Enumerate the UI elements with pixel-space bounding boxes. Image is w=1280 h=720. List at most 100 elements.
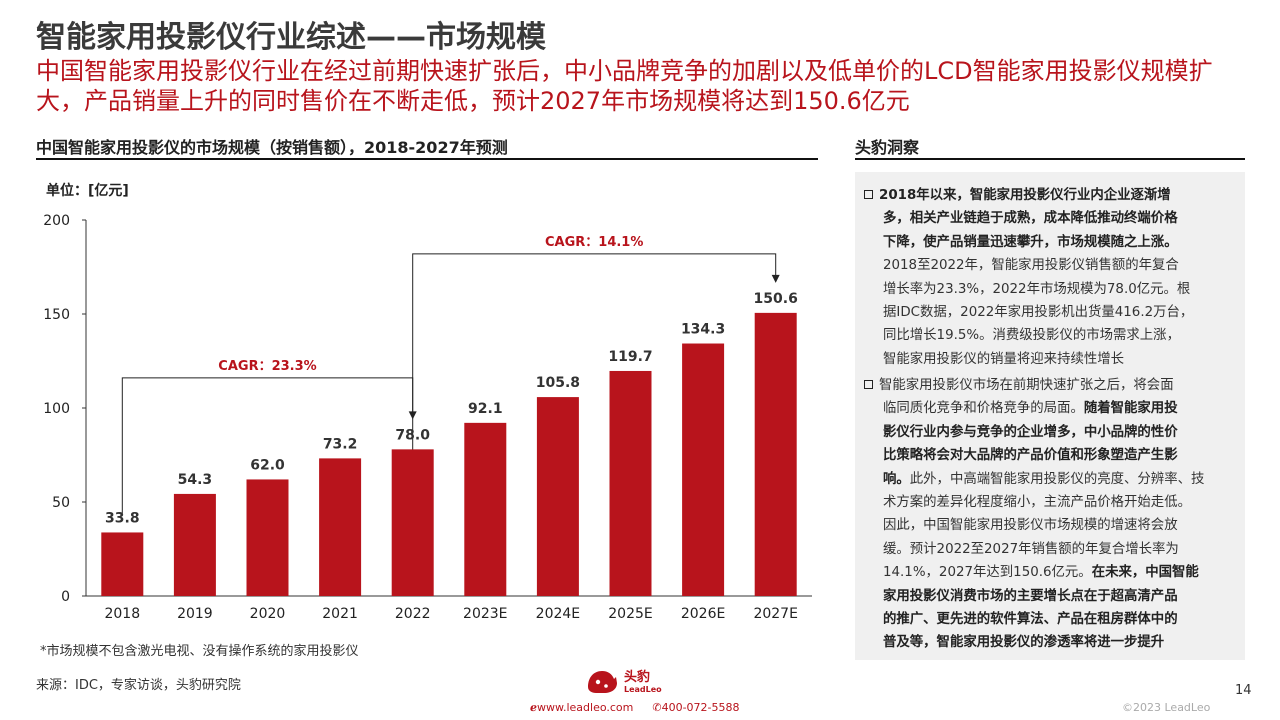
insight-paragraph-2-line: 普及等，智能家用投影仪的渗透率将进一步提升: [864, 631, 1235, 654]
x-tick-label: 2022: [395, 606, 431, 622]
y-tick-label: 200: [43, 213, 70, 229]
bar-value-label: 92.1: [468, 401, 503, 417]
insight-paragraph-2-line: 14.1%，2027年达到150.6亿元。在未来，中国智能: [864, 561, 1235, 584]
footnote: *市场规模不包含激光电视、没有操作系统的家用投影仪: [40, 644, 359, 659]
bar: [536, 397, 579, 596]
chart-unit-label: 单位：[亿元]: [46, 182, 129, 199]
x-tick-label: 2027E: [753, 606, 797, 622]
insight-text: 缓。预计2022至2027年销售额的年复合增长率为: [883, 541, 1179, 557]
insight-paragraph-2-line: 影仪行业内参与竞争的企业增多，中小品牌的性价: [864, 421, 1235, 444]
page-number: 14: [1235, 683, 1252, 698]
x-tick-label: 2024E: [536, 606, 580, 622]
insight-paragraph-1-line: 2018年以来，智能家用投影仪行业内企业逐渐增: [864, 184, 1235, 207]
bars-group: 33.8 2018 54.3 2019 62.0 2020 73.2 2021 78.0 2022…: [101, 291, 798, 622]
bar: [391, 449, 434, 596]
insight-paragraph-2-line: 比策略将会对大品牌的产品价值和形象塑造产生影: [864, 444, 1235, 467]
bar: [319, 458, 362, 596]
checkbox-bullet-icon: [864, 190, 873, 199]
x-tick-label: 2023E: [463, 606, 507, 622]
insight-paragraph-2-line: 因此，中国智能家用投影仪市场规模的增速将会放: [864, 514, 1235, 537]
insight-text: 14.1%，2027年达到150.6亿元。: [883, 565, 1092, 581]
insight-heading-rule: [855, 158, 1245, 160]
bar: [682, 343, 725, 596]
x-tick-label: 2026E: [681, 606, 725, 622]
insight-text: 临同质化竞争和价格竞争的局面。: [883, 401, 1084, 417]
phone-number: 400-072-5588: [661, 701, 740, 714]
insight-paragraph-2-line: 缓。预计2022至2027年销售额的年复合增长率为: [864, 538, 1235, 561]
website-link[interactable]: www.leadleo.com: [537, 701, 634, 714]
insight-paragraph-1-line: 同比增长19.5%。消费级投影仪的市场需求上涨，: [864, 324, 1235, 347]
bar-value-label: 73.2: [323, 436, 358, 452]
bar-value-label: 33.8: [105, 510, 140, 526]
y-tick-label: 100: [43, 401, 70, 417]
insight-paragraph-2-line: 智能家用投影仪市场在前期快速扩张之后，将会面: [864, 374, 1235, 397]
insight-bold-text: 比策略将会对大品牌的产品价值和形象塑造产生影: [883, 448, 1178, 464]
bar-value-label: 78.0: [395, 427, 430, 443]
bar: [754, 312, 797, 596]
insight-bold-text: 响。: [883, 471, 910, 487]
insight-paragraph-1-line: 增长率为23.3%，2022年市场规模为78.0亿元。根: [864, 278, 1235, 301]
chart-heading: 中国智能家用投影仪的市场规模（按销售额），2018-2027年预测: [36, 138, 508, 157]
bar-value-label: 134.3: [681, 322, 725, 338]
bar-chart: 单位：[亿元] 0 50 100 150 200 CAGR：23.3% CAGR：14.1…: [43, 182, 812, 622]
insight-paragraph-2-line: 响。此外，中高端智能家用投影仪的亮度、分辨率、技: [864, 468, 1235, 491]
insight-text: 智能家用投影仪市场在前期快速扩张之后，将会面: [879, 378, 1174, 393]
insight-paragraph-1-line: 下降，使产品销量迅速攀升，市场规模随之上涨。: [864, 231, 1235, 254]
y-tick-label: 0: [61, 589, 70, 605]
bar: [173, 493, 216, 596]
cagr-label: CAGR：23.3%: [218, 359, 316, 374]
bar: [101, 532, 144, 596]
insight-text: 据IDC数据，2022年家用投影机出货量416.2万台，: [883, 305, 1194, 321]
insight-bold-text: 2018年以来，智能家用投影仪行业内企业逐渐增: [879, 188, 1171, 203]
logo-brand-en: LeadLeo: [624, 685, 662, 694]
insight-bold-text: 随着智能家用投: [1083, 401, 1178, 417]
bar-value-label: 150.6: [754, 291, 798, 307]
insight-text: 2018至2022年，智能家用投影仪销售额的年复合: [883, 258, 1179, 274]
x-tick-label: 2020: [250, 606, 286, 622]
source-line: 来源：IDC，专家访谈，头豹研究院: [36, 678, 241, 693]
bar-value-label: 62.0: [250, 457, 285, 473]
leopard-logo-icon: [588, 671, 617, 693]
y-tick-label: 150: [43, 307, 70, 323]
insight-text: 增长率为23.3%，2022年市场规模为78.0亿元。根: [883, 281, 1191, 297]
phone-icon: ✆: [652, 701, 662, 714]
logo-brand-cn: 头豹: [624, 669, 650, 685]
insight-panel: 2018年以来，智能家用投影仪行业内企业逐渐增多，相关产业链趋于成熟，成本降低推…: [855, 172, 1245, 660]
x-tick-label: 2018: [104, 606, 140, 622]
insight-text: 此外，中高端智能家用投影仪的亮度、分辨率、技: [909, 471, 1205, 487]
insight-paragraph-2-line: 家用投影仪消费市场的主要增长点在于超高清产品: [864, 585, 1235, 608]
x-tick-label: 2025E: [608, 606, 652, 622]
page-title: 智能家用投影仪行业综述——市场规模: [36, 20, 546, 55]
page-subtitle: 中国智能家用投影仪行业在经过前期快速扩张后，中小品牌竞争的加剧以及低单价的LCD…: [36, 57, 1213, 115]
insight-text: 智能家用投影仪的销量将迎来持续性增长: [883, 351, 1125, 367]
insight-text: 术方案的差异化程度缩小，主流产品价格开始走低。: [883, 495, 1191, 511]
insight-text: 因此，中国智能家用投影仪市场规模的增速将会放: [883, 518, 1178, 534]
footer-contact: ℯwww.leadleo.com ✆400-072-5588: [530, 701, 740, 714]
x-tick-label: 2021: [322, 606, 358, 622]
insight-paragraph-1-line: 智能家用投影仪的销量将迎来持续性增长: [864, 348, 1235, 371]
insight-bold-text: 影仪行业内参与竞争的企业增多，中小品牌的性价: [883, 424, 1178, 440]
bar: [464, 422, 507, 596]
insight-text: 同比增长19.5%。消费级投影仪的市场需求上涨，: [883, 328, 1180, 344]
bar-value-label: 105.8: [536, 375, 580, 391]
cagr-bracket: [412, 253, 777, 457]
y-tick-label: 50: [52, 495, 70, 511]
insight-paragraph-2: 智能家用投影仪市场在前期快速扩张之后，将会面临同质化竞争和价格竞争的局面。随着智…: [864, 374, 1235, 655]
insight-paragraph-2-line: 术方案的差异化程度缩小，主流产品价格开始走低。: [864, 491, 1235, 514]
insight-bold-text: 下降，使产品销量迅速攀升，市场规模随之上涨。: [883, 234, 1178, 250]
insight-heading: 头豹洞察: [855, 138, 920, 157]
insight-paragraph-1-line: 据IDC数据，2022年家用投影机出货量416.2万台，: [864, 301, 1235, 324]
insight-paragraph-1-line: 2018至2022年，智能家用投影仪销售额的年复合: [864, 254, 1235, 277]
copyright: ©2023 LeadLeo: [1122, 701, 1211, 714]
chart-heading-rule: [36, 158, 818, 160]
insight-bold-text: 家用投影仪消费市场的主要增长点在于超高清产品: [883, 588, 1178, 604]
insight-paragraph-1-line: 多，相关产业链趋于成熟，成本降低推动终端价格: [864, 207, 1235, 230]
checkbox-bullet-icon: [864, 380, 873, 389]
bar: [246, 479, 289, 596]
bar-value-label: 119.7: [608, 349, 652, 365]
cagr-arrowhead: [771, 274, 780, 283]
insight-paragraph-2-line: 的推广、更先进的软件算法、产品在租房群体中的: [864, 608, 1235, 631]
web-e-icon: ℯ: [530, 701, 537, 714]
insight-bold-text: 普及等，智能家用投影仪的渗透率将进一步提升: [883, 635, 1165, 651]
insight-bold-text: 多，相关产业链趋于成熟，成本降低推动终端价格: [883, 211, 1178, 227]
